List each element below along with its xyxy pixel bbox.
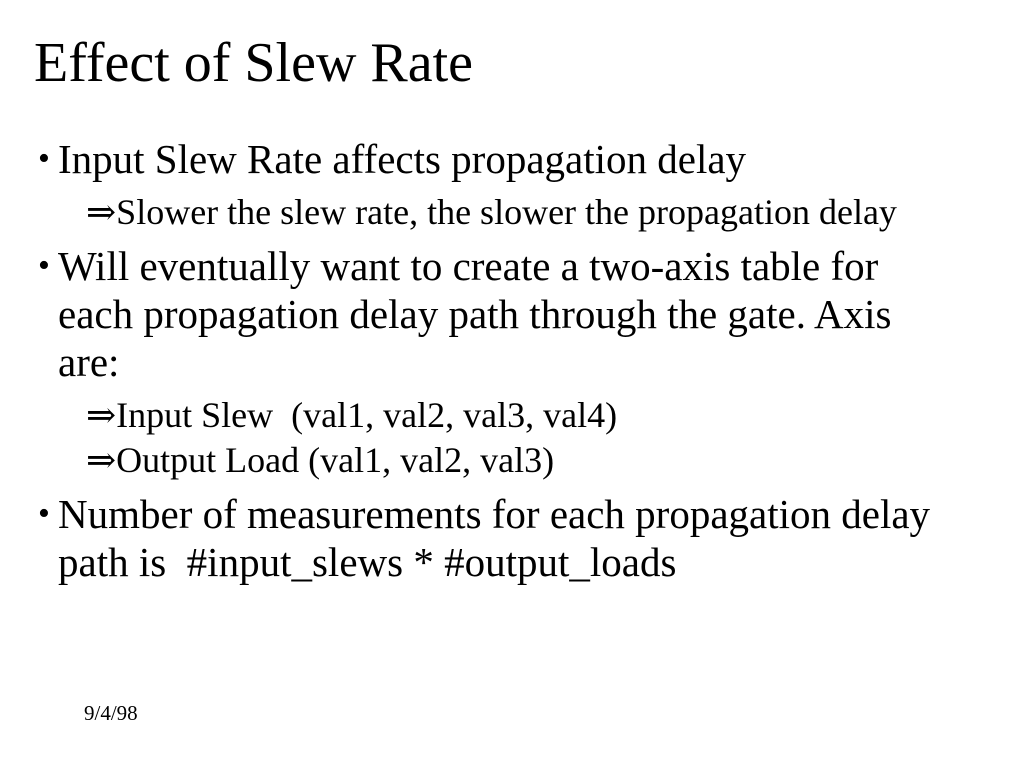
sub-bullet-item: ⇒ Slower the slew rate, the slower the p…: [86, 190, 1004, 235]
sub-bullet-text: Input Slew (val1, val2, val3, val4): [116, 395, 618, 435]
slide-body: • Input Slew Rate affects propagation de…: [38, 135, 1004, 586]
bullet-item: • Input Slew Rate affects propagation de…: [38, 135, 1004, 183]
sub-bullet-text: Slower the slew rate, the slower the pro…: [116, 192, 897, 232]
bullet-dot-icon: •: [38, 140, 50, 177]
bullet-text: Input Slew Rate affects propagation dela…: [58, 136, 747, 182]
double-arrow-icon: ⇒: [86, 395, 117, 435]
slide-date: 9/4/98: [84, 701, 138, 725]
double-arrow-icon: ⇒: [86, 440, 117, 480]
bullet-text: Will eventually want to create a two-axi…: [58, 243, 892, 385]
sub-bullet-item: ⇒ Input Slew (val1, val2, val3, val4): [86, 393, 1004, 438]
bullet-text: Number of measurements for each propagat…: [58, 491, 931, 585]
bullet-dot-icon: •: [38, 247, 50, 284]
sub-bullet-item: ⇒ Output Load (val1, val2, val3): [86, 438, 1004, 483]
sub-bullet-text: Output Load (val1, val2, val3): [116, 440, 555, 480]
double-arrow-icon: ⇒: [86, 192, 117, 232]
slide-title: Effect of Slew Rate: [34, 32, 474, 94]
bullet-item: • Will eventually want to create a two-a…: [38, 242, 1004, 386]
bullet-dot-icon: •: [38, 495, 50, 532]
bullet-item: • Number of measurements for each propag…: [38, 490, 1004, 586]
